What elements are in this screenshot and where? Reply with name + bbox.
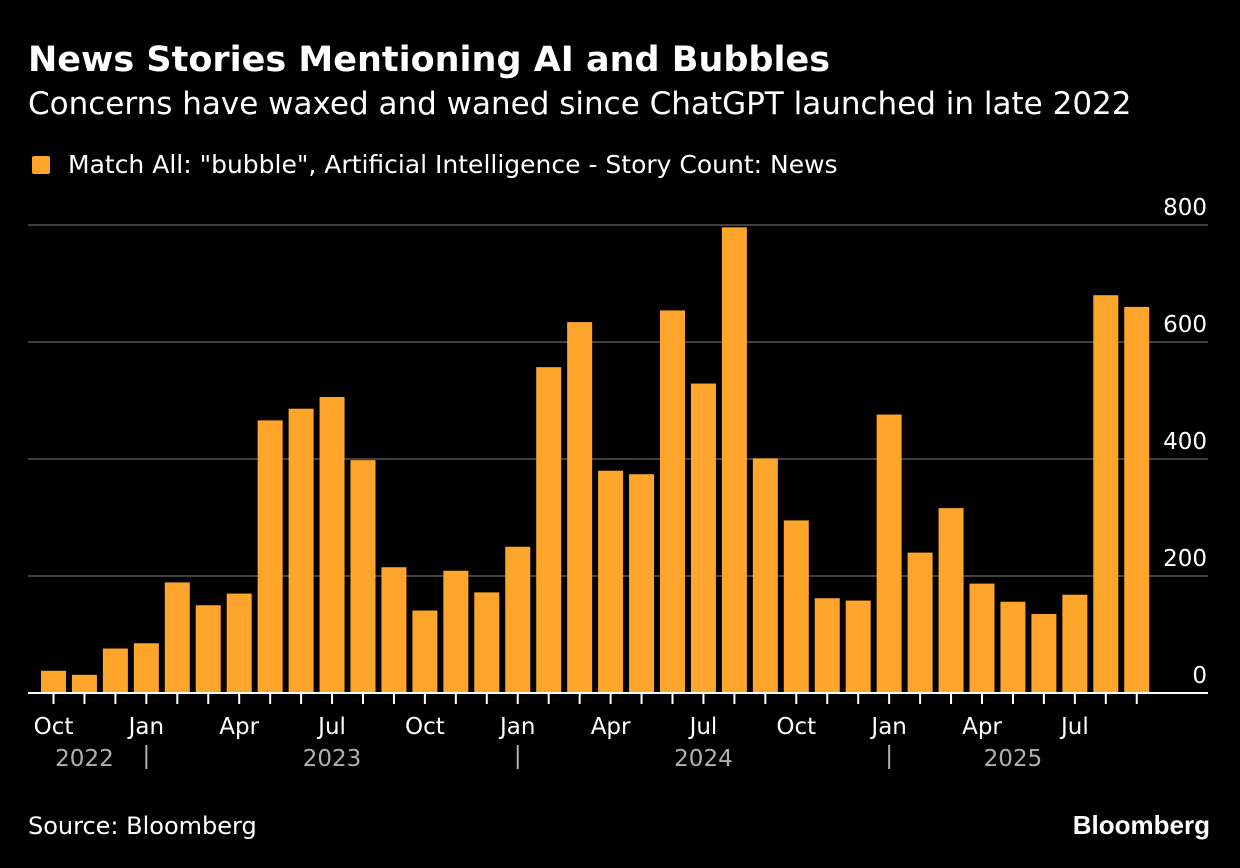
x-tick-label: Jul <box>688 714 718 740</box>
bar-2024-06 <box>660 310 685 693</box>
chart-subtitle: Concerns have waxed and waned since Chat… <box>28 86 1132 122</box>
x-tick-label: Jan <box>127 714 164 740</box>
bar-2025-08 <box>1093 295 1119 693</box>
bar-2025-05 <box>1000 601 1026 693</box>
bar-2025-06 <box>1031 614 1057 693</box>
bar-2024-08 <box>721 227 747 693</box>
brand-logo: Bloomberg <box>1072 810 1210 840</box>
x-tick-label: Apr <box>962 714 1002 740</box>
bar-2023-01 <box>133 643 159 693</box>
y-tick-label: 800 <box>1163 195 1207 221</box>
bar-2022-12 <box>102 648 128 693</box>
bar-2023-03 <box>195 605 221 693</box>
bar-2024-04 <box>598 470 624 693</box>
year-label: 2024 <box>674 746 733 772</box>
year-label: 2023 <box>303 746 362 772</box>
bar-2024-03 <box>567 322 593 693</box>
x-tick-label: Apr <box>219 714 259 740</box>
bar-chart: 0 200 400 600 800 Oct Jan Apr Jul Oct Jan Apr Jul Oct… <box>28 195 1208 772</box>
y-tick-label: 200 <box>1163 546 1207 572</box>
bar-2025-02 <box>907 552 933 693</box>
bar-2023-11 <box>443 570 469 693</box>
x-tick-label: Oct <box>34 714 74 740</box>
chart-title: News Stories Mentioning AI and Bubbles <box>28 40 831 80</box>
bar-2025-03 <box>938 508 964 693</box>
legend-swatch <box>32 155 50 174</box>
bar-2022-10 <box>41 670 66 693</box>
y-tick-label: 400 <box>1163 429 1207 455</box>
x-tick-label: Jul <box>1059 714 1089 740</box>
bar-2023-05 <box>257 420 283 693</box>
x-tick-label: Apr <box>591 714 631 740</box>
bar-2023-06 <box>288 408 314 693</box>
bar-2025-04 <box>969 583 995 693</box>
bar-2023-04 <box>226 593 252 693</box>
bar-2024-05 <box>629 474 655 693</box>
bar-2023-08 <box>350 460 376 693</box>
y-tick-label: 0 <box>1192 663 1207 689</box>
year-label: 2025 <box>984 746 1043 772</box>
x-tick-label: Jan <box>498 714 535 740</box>
bar-2024-10 <box>783 520 809 693</box>
bar-2023-07 <box>319 396 345 693</box>
bar-2023-10 <box>412 610 438 693</box>
x-tick-label: Jul <box>316 714 346 740</box>
bar-2024-01 <box>505 546 531 693</box>
legend: Match All: "bubble", Artificial Intellig… <box>32 150 838 179</box>
bar-2023-02 <box>164 582 190 693</box>
x-tick-label: Oct <box>405 714 445 740</box>
source-note: Source: Bloomberg <box>28 812 257 840</box>
bar-2024-07 <box>690 383 716 693</box>
bar-2025-07 <box>1062 594 1088 693</box>
bar-2025-09 <box>1124 306 1150 693</box>
bar-2024-11 <box>814 598 840 693</box>
bar-2024-12 <box>845 600 871 693</box>
bar-2024-02 <box>536 367 562 693</box>
y-tick-label: 600 <box>1163 312 1207 338</box>
bar-2024-09 <box>752 458 778 693</box>
bar-2025-01 <box>876 414 902 693</box>
bar-2022-11 <box>71 674 97 693</box>
bar-2023-09 <box>381 567 407 693</box>
legend-label: Match All: "bubble", Artificial Intellig… <box>68 150 838 179</box>
bar-2023-12 <box>474 592 500 693</box>
x-tick-label: Jan <box>869 714 906 740</box>
year-label: 2022 <box>55 746 114 772</box>
x-tick-label: Oct <box>776 714 816 740</box>
